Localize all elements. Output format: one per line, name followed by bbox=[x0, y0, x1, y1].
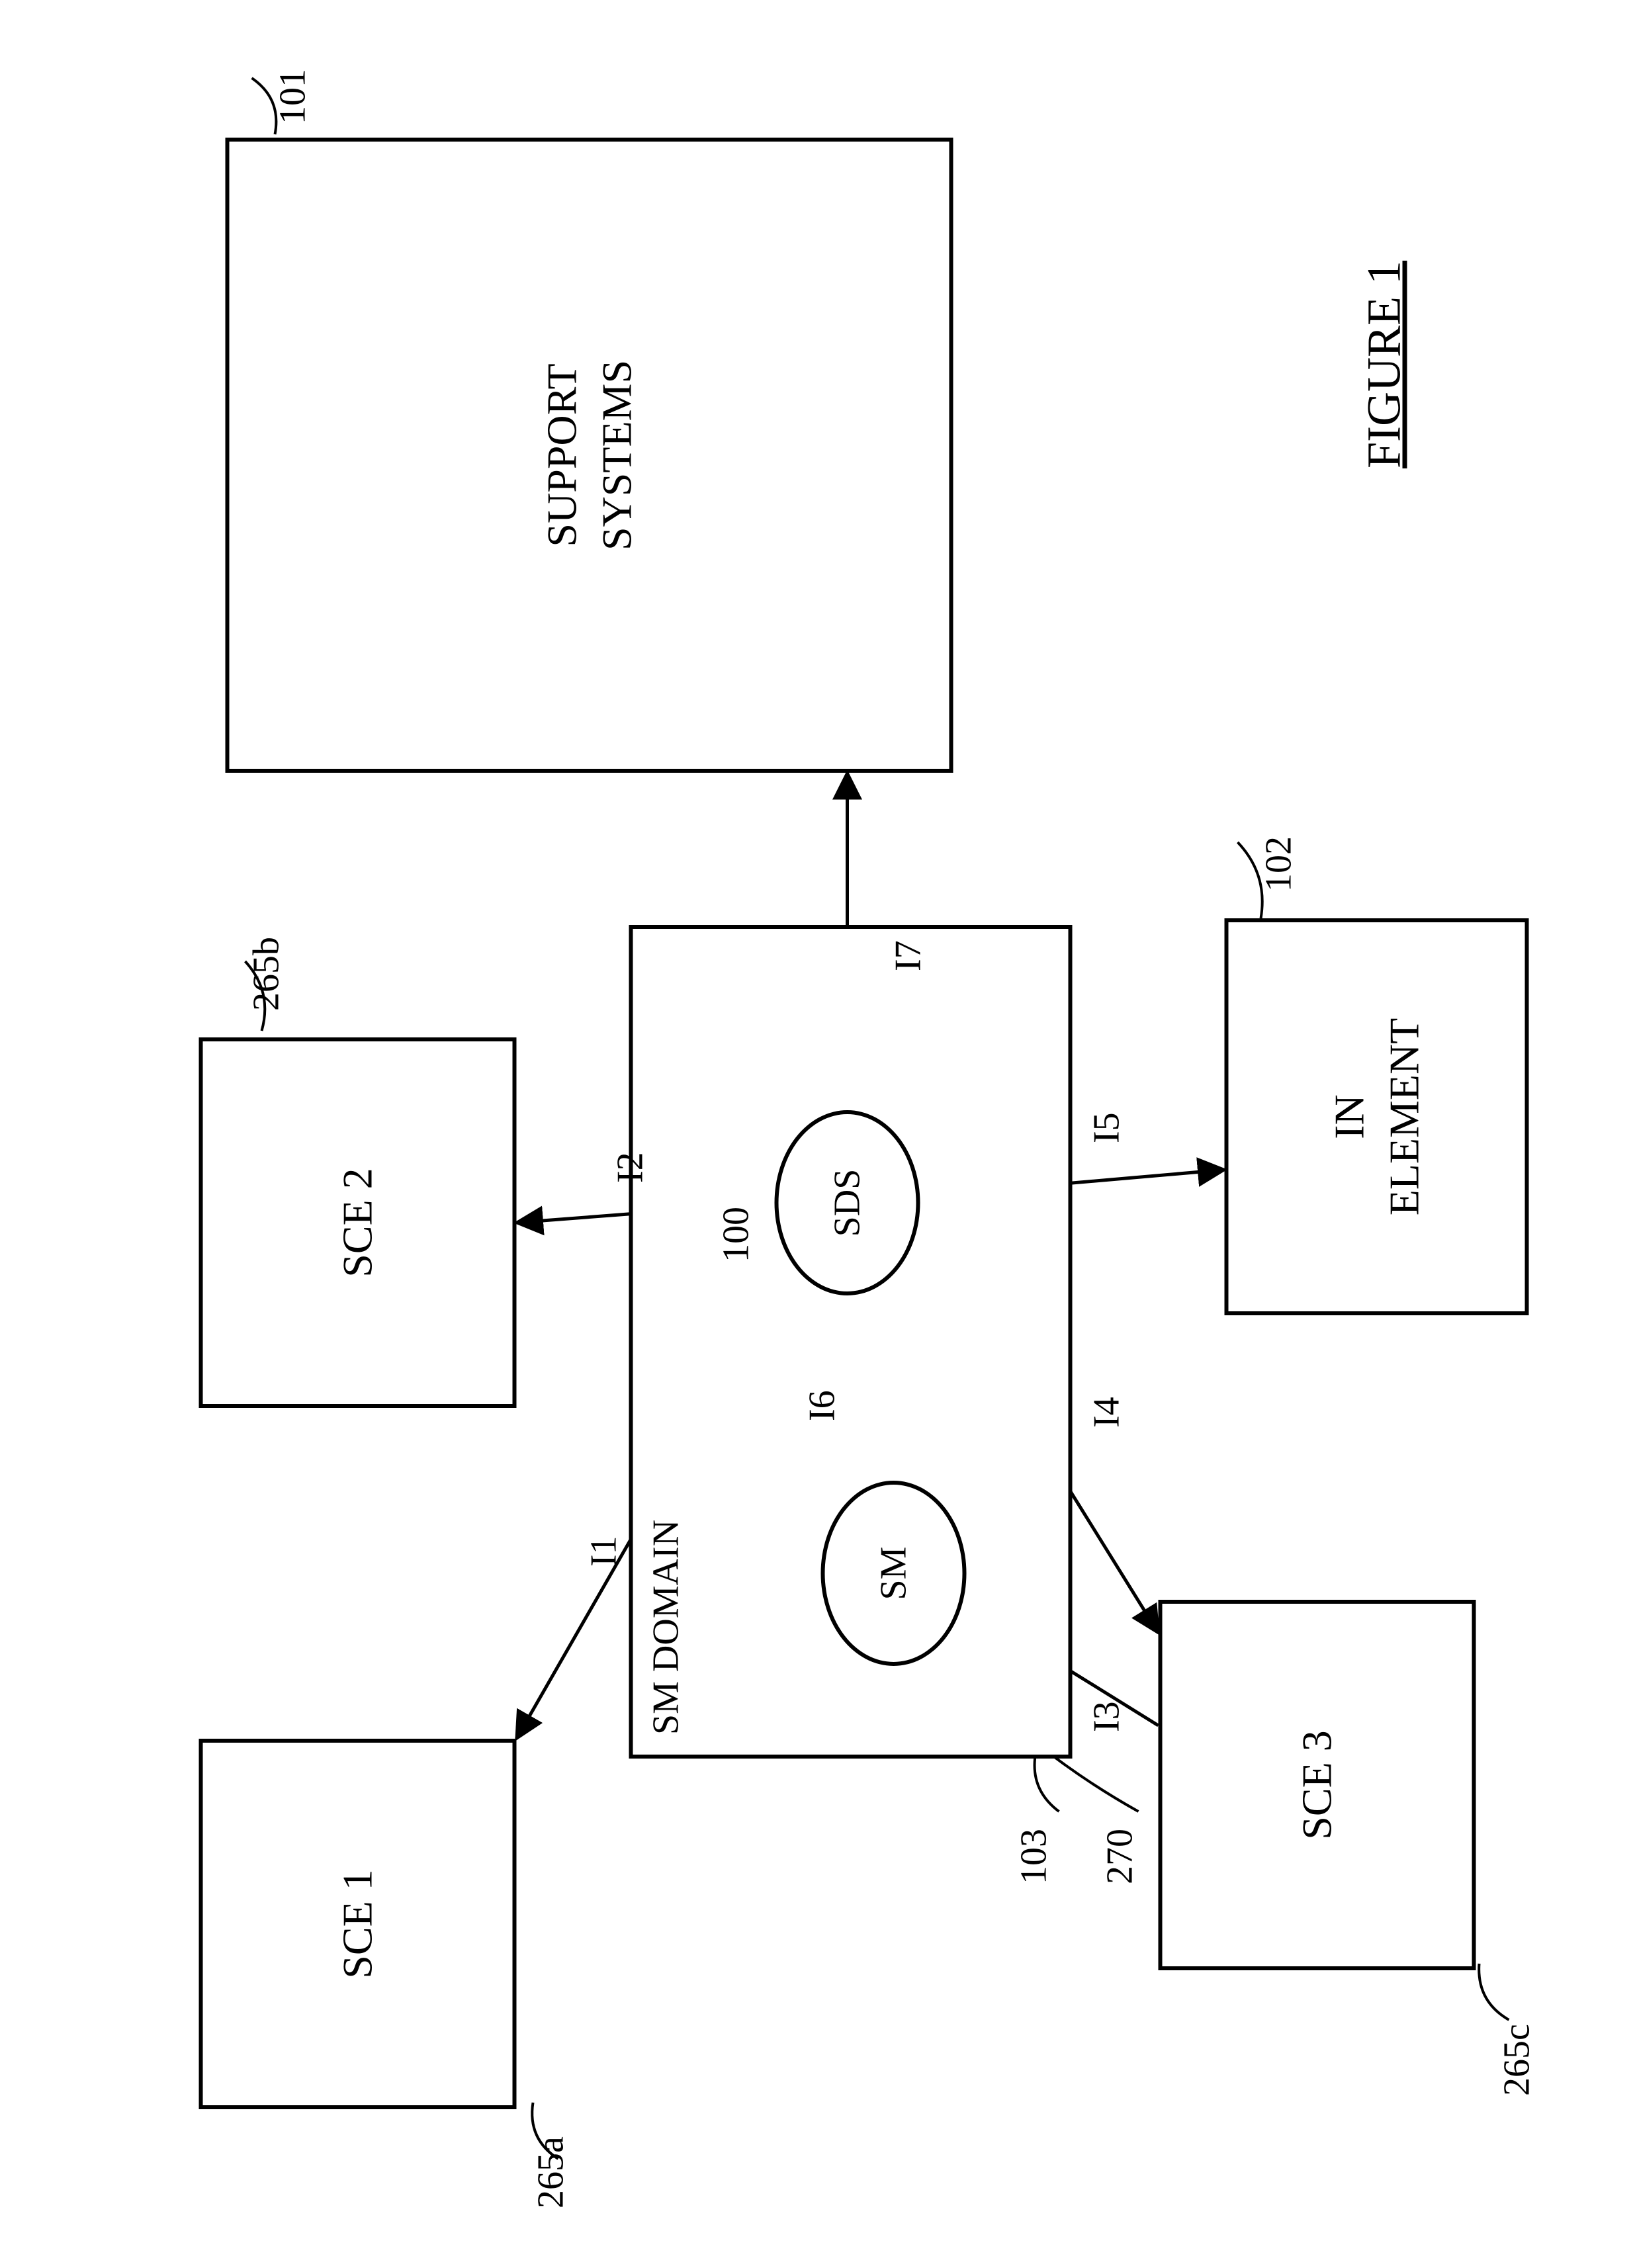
edge-label-i2: I2 bbox=[609, 1152, 651, 1183]
ref-sm: 270 bbox=[1098, 1829, 1141, 1884]
sm-ellipse: SM bbox=[820, 1481, 966, 1666]
support-systems-label: SUPPORT SYSTEMS bbox=[534, 360, 644, 550]
sds-ellipse: SDS bbox=[774, 1110, 920, 1295]
ref-sce3: 265c bbox=[1495, 2024, 1538, 2096]
edge-label-i4: I4 bbox=[1085, 1397, 1127, 1428]
ref-connector-5 bbox=[1034, 1752, 1059, 1811]
edge-label-i5: I5 bbox=[1085, 1112, 1127, 1143]
edge-label-i7: I7 bbox=[887, 940, 929, 971]
sce1-label: SCE 1 bbox=[333, 1869, 382, 1978]
sce1-box: SCE 1 bbox=[199, 1739, 516, 2109]
sm-label: SM bbox=[872, 1547, 914, 1600]
edge-label-i3: I3 bbox=[1085, 1701, 1127, 1732]
edge-label-i1: I1 bbox=[582, 1536, 625, 1567]
sds-label: SDS bbox=[826, 1169, 868, 1237]
sm-domain-label: SM DOMAIN bbox=[644, 1520, 687, 1735]
ref-support: 101 bbox=[271, 69, 314, 124]
support-systems-box: SUPPORT SYSTEMS bbox=[225, 138, 953, 773]
ref-sds: 100 bbox=[715, 1207, 757, 1262]
ref-in-element: 102 bbox=[1257, 836, 1300, 892]
sce3-box: SCE 3 bbox=[1158, 1600, 1476, 1970]
in-element-label: IN ELEMENT bbox=[1321, 1018, 1431, 1216]
ref-sm-domain: 103 bbox=[1012, 1829, 1055, 1884]
sce2-label: SCE 2 bbox=[333, 1168, 382, 1277]
figure-label: FIGURE 1 bbox=[1356, 261, 1411, 468]
ref-sce1: 265a bbox=[529, 2136, 572, 2208]
sce3-label: SCE 3 bbox=[1292, 1730, 1341, 1839]
in-element-box: IN ELEMENT bbox=[1224, 918, 1528, 1315]
edge-label-i6: I6 bbox=[801, 1390, 843, 1421]
sce2-box: SCE 2 bbox=[199, 1037, 516, 1408]
diagram-canvas: SM DOMAIN SM SDS SCE 1 SCE 2 SCE 3 SUPPO… bbox=[0, 0, 1635, 2268]
ref-connector-2 bbox=[1479, 1964, 1509, 2020]
ref-sce2: 265b bbox=[245, 937, 287, 1011]
